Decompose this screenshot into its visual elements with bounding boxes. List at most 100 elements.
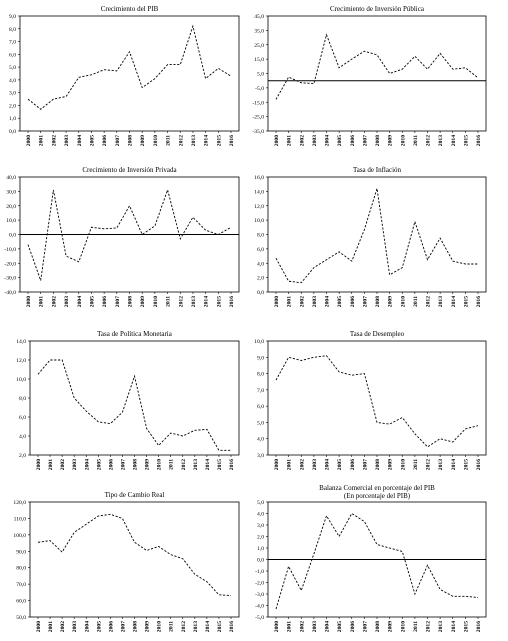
- x-tick-label: 2012: [181, 621, 187, 632]
- y-tick-label: -3,0: [255, 592, 264, 598]
- y-tick-label: 4,0: [257, 512, 264, 518]
- x-tick-label: 2013: [191, 296, 197, 307]
- y-tick-label: 2,0: [19, 453, 26, 459]
- y-tick-label: 6,0: [257, 247, 264, 253]
- x-tick-label: 2007: [120, 621, 126, 632]
- y-tick-label: 0,0: [257, 290, 264, 296]
- y-tick-label: -5,0: [255, 615, 264, 621]
- x-tick-label: 2000: [36, 459, 42, 470]
- x-tick-label: 2006: [102, 296, 108, 307]
- chart-title: Balanza Comercial en porcentaje del PIB: [319, 484, 435, 492]
- x-tick-label: 2003: [312, 459, 318, 470]
- y-tick-label: -5,0: [255, 86, 264, 92]
- y-tick-label: 10,0: [254, 218, 264, 224]
- y-tick-label: 6,0: [257, 404, 264, 410]
- x-tick-label: 2004: [77, 135, 83, 146]
- y-tick-label: 12,0: [16, 358, 26, 364]
- y-tick-label: 5,0: [257, 72, 264, 78]
- y-tick-label: 14,0: [254, 189, 264, 195]
- x-tick-label: 2015: [463, 135, 469, 146]
- x-tick-label: 2012: [426, 296, 432, 307]
- y-tick-label: 1,0: [257, 546, 264, 552]
- x-tick-label: 2005: [337, 621, 343, 632]
- x-tick-label: 2004: [325, 621, 331, 632]
- y-tick-label: 10,0: [254, 339, 264, 345]
- x-tick-label: 2000: [26, 296, 32, 307]
- x-tick-label: 2008: [375, 459, 381, 470]
- y-tick-label: 30,0: [6, 189, 16, 195]
- x-tick-label: 2000: [274, 296, 280, 307]
- y-tick-label: 7,0: [9, 40, 16, 46]
- x-tick-label: 2002: [299, 621, 305, 632]
- y-tick-label: 2,0: [257, 535, 264, 541]
- x-tick-label: 2011: [413, 296, 419, 307]
- y-tick-label: 9,0: [9, 14, 16, 20]
- y-tick-label: 5,0: [257, 500, 264, 506]
- chart-panel: Tasa de Inflación 0,0 2,0 4,0 6,0 8,0 10,0 12,0…: [254, 166, 487, 307]
- plot-frame: [29, 501, 240, 618]
- x-tick-label: 2002: [60, 621, 66, 632]
- x-tick-label: 2010: [153, 135, 159, 146]
- x-tick-label: 2005: [89, 296, 95, 307]
- x-tick-label: 2011: [166, 135, 172, 146]
- x-tick-label: 2000: [274, 621, 280, 632]
- y-tick-label: 16,0: [254, 175, 264, 181]
- y-tick-label: 4,0: [257, 437, 264, 443]
- x-tick-label: 2003: [72, 459, 78, 470]
- x-tick-label: 2001: [287, 459, 293, 470]
- y-tick-label: 6,0: [19, 415, 26, 421]
- y-tick-label: 35,0: [254, 28, 264, 34]
- x-tick-label: 2003: [312, 135, 318, 146]
- x-tick-label: 2014: [204, 296, 210, 307]
- x-tick-label: 2003: [64, 296, 70, 307]
- x-tick-label: 2002: [51, 135, 57, 146]
- y-tick-label: 5,0: [9, 65, 16, 71]
- y-tick-label: -2,0: [255, 581, 264, 587]
- x-tick-label: 2012: [426, 621, 432, 632]
- x-tick-label: 2004: [77, 296, 83, 307]
- plot-frame: [267, 15, 487, 132]
- x-tick-label: 2005: [337, 296, 343, 307]
- y-tick-label: -10,0: [4, 247, 16, 253]
- x-tick-label: 2005: [89, 135, 95, 146]
- x-tick-label: 2007: [362, 135, 368, 146]
- chart-panel: Tasa de Desempleo 3,0 4,0 5,0 6,0 7,0 8,0 9,0 10…: [254, 330, 487, 470]
- y-tick-label: 1,0: [9, 116, 16, 122]
- x-tick-label: 2011: [413, 621, 419, 632]
- x-tick-label: 2006: [350, 459, 356, 470]
- x-tick-label: 2009: [388, 135, 394, 146]
- x-tick-label: 2013: [191, 135, 197, 146]
- x-tick-label: 2001: [48, 621, 54, 632]
- x-tick-label: 2014: [451, 135, 457, 146]
- x-tick-label: 2006: [108, 621, 114, 632]
- x-tick-label: 2002: [299, 135, 305, 146]
- y-tick-label: 2,0: [257, 276, 264, 282]
- x-tick-label: 2006: [350, 621, 356, 632]
- y-tick-label: 8,0: [19, 396, 26, 402]
- x-tick-label: 2001: [48, 459, 54, 470]
- x-tick-label: 2005: [96, 621, 102, 632]
- y-tick-label: 10,0: [6, 218, 16, 224]
- y-tick-label: 70,0: [16, 582, 26, 588]
- chart-subtitle: (En porcentaje del PIB): [344, 492, 411, 500]
- x-tick-label: 2013: [438, 459, 444, 470]
- x-tick-label: 2010: [157, 459, 163, 470]
- x-tick-label: 2006: [108, 459, 114, 470]
- x-tick-label: 2002: [299, 296, 305, 307]
- plot-frame: [267, 176, 487, 293]
- x-tick-label: 2016: [476, 296, 482, 307]
- x-tick-label: 2008: [133, 621, 139, 632]
- y-tick-label: 9,0: [257, 355, 264, 361]
- x-tick-label: 2004: [325, 459, 331, 470]
- series-line: [37, 513, 232, 597]
- x-tick-label: 2008: [128, 296, 134, 307]
- x-tick-label: 2011: [169, 621, 175, 632]
- x-tick-label: 2001: [39, 296, 45, 307]
- x-tick-label: 2010: [400, 621, 406, 632]
- x-tick-label: 2003: [64, 135, 70, 146]
- x-tick-label: 2013: [438, 296, 444, 307]
- y-tick-label: 100,0: [13, 533, 26, 539]
- y-tick-label: 3,0: [257, 523, 264, 529]
- chart-panel: Balanza Comercial en porcentaje del PIB(…: [255, 484, 487, 632]
